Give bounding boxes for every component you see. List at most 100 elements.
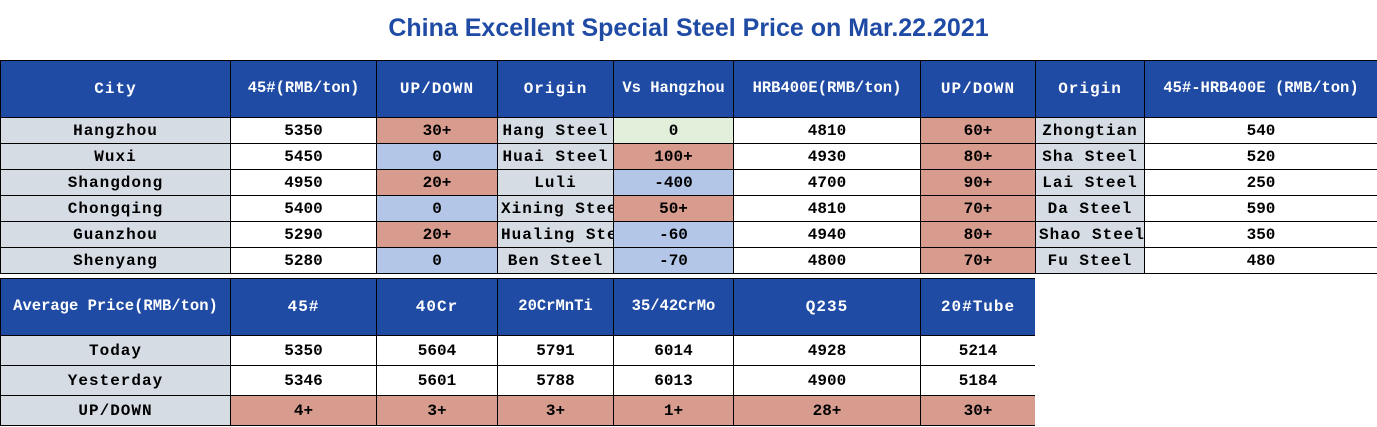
cell-avg-value[interactable]: 5601 — [376, 365, 498, 396]
cell-avg-value[interactable]: 5604 — [376, 335, 498, 366]
cell-updown-45[interactable]: 0 — [376, 195, 498, 222]
col-header-grade-40cr[interactable]: 40Cr — [376, 278, 498, 336]
cell-origin-hrb[interactable]: Lai Steel — [1035, 169, 1145, 196]
cell-diff[interactable]: 540 — [1144, 117, 1377, 144]
cell-vs-hangzhou[interactable]: 50+ — [613, 195, 734, 222]
cell-avg-value[interactable]: 5214 — [920, 335, 1036, 366]
col-header-origin-45[interactable]: Origin — [497, 60, 614, 118]
cell-avg-label[interactable]: Today — [0, 335, 231, 366]
cell-price-hrb[interactable]: 4810 — [733, 117, 921, 144]
col-header-grade-3542crmo[interactable]: 35/42CrMo — [613, 278, 734, 336]
cell-origin-hrb[interactable]: Sha Steel — [1035, 143, 1145, 170]
average-table-header-row: Average Price(RMB/ton) 45# 40Cr 20CrMnTi… — [0, 278, 1036, 336]
cell-updown-hrb[interactable]: 70+ — [920, 195, 1036, 222]
cell-origin-45[interactable]: Hualing Steel — [497, 221, 614, 248]
cell-origin-45[interactable]: Hang Steel — [497, 117, 614, 144]
cell-avg-updown[interactable]: 30+ — [920, 395, 1036, 426]
cell-diff[interactable]: 480 — [1144, 247, 1377, 274]
cell-updown-hrb[interactable]: 80+ — [920, 143, 1036, 170]
cell-avg-value[interactable]: 5788 — [497, 365, 614, 396]
cell-price-45[interactable]: 5350 — [230, 117, 377, 144]
cell-avg-updown[interactable]: 1+ — [613, 395, 734, 426]
cell-price-45[interactable]: 5400 — [230, 195, 377, 222]
cell-origin-45[interactable]: Luli — [497, 169, 614, 196]
cell-origin-hrb[interactable]: Zhongtian — [1035, 117, 1145, 144]
cell-avg-updown[interactable]: 28+ — [733, 395, 921, 426]
cell-avg-value[interactable]: 6013 — [613, 365, 734, 396]
cell-price-45[interactable]: 5280 — [230, 247, 377, 274]
col-header-grade-45[interactable]: 45# — [230, 278, 377, 336]
cell-origin-45[interactable]: Huai Steel — [497, 143, 614, 170]
cell-updown-45[interactable]: 20+ — [376, 169, 498, 196]
col-header-price-hrb400e[interactable]: HRB400E(RMB/ton) — [733, 60, 921, 118]
col-header-city[interactable]: City — [0, 60, 231, 118]
cell-origin-45[interactable]: Ben Steel — [497, 247, 614, 274]
cell-city[interactable]: Guanzhou — [0, 221, 231, 248]
col-header-updown-hrb[interactable]: UP/DOWN — [920, 60, 1036, 118]
cell-avg-updown[interactable]: 3+ — [497, 395, 614, 426]
cell-price-hrb[interactable]: 4700 — [733, 169, 921, 196]
cell-avg-value[interactable]: 5791 — [497, 335, 614, 366]
cell-diff[interactable]: 520 — [1144, 143, 1377, 170]
cell-updown-45[interactable]: 0 — [376, 247, 498, 274]
cell-avg-value[interactable]: 4928 — [733, 335, 921, 366]
cell-city[interactable]: Shenyang — [0, 247, 231, 274]
col-header-average-price[interactable]: Average Price(RMB/ton) — [0, 278, 231, 336]
cell-updown-hrb[interactable]: 80+ — [920, 221, 1036, 248]
cell-origin-45[interactable]: Xining Steel — [497, 195, 614, 222]
table-row: Today 5350 5604 5791 6014 4928 5214 — [0, 335, 1036, 366]
col-header-origin-hrb[interactable]: Origin — [1035, 60, 1145, 118]
cell-origin-hrb[interactable]: Da Steel — [1035, 195, 1145, 222]
cell-diff[interactable]: 250 — [1144, 169, 1377, 196]
cell-price-hrb[interactable]: 4810 — [733, 195, 921, 222]
cell-vs-hangzhou[interactable]: 100+ — [613, 143, 734, 170]
cell-updown-hrb[interactable]: 60+ — [920, 117, 1036, 144]
main-price-table: City 45#(RMB/ton) UP/DOWN Origin Vs Hang… — [0, 60, 1377, 274]
cell-diff[interactable]: 350 — [1144, 221, 1377, 248]
cell-avg-value[interactable]: 4900 — [733, 365, 921, 396]
col-header-grade-20tube[interactable]: 20#Tube — [920, 278, 1036, 336]
table-row: Yesterday 5346 5601 5788 6013 4900 5184 — [0, 365, 1036, 396]
col-header-updown-45[interactable]: UP/DOWN — [376, 60, 498, 118]
cell-origin-hrb[interactable]: Fu Steel — [1035, 247, 1145, 274]
cell-avg-updown[interactable]: 3+ — [376, 395, 498, 426]
cell-avg-value[interactable]: 5350 — [230, 335, 377, 366]
cell-city[interactable]: Hangzhou — [0, 117, 231, 144]
cell-avg-value[interactable]: 6014 — [613, 335, 734, 366]
cell-city[interactable]: Wuxi — [0, 143, 231, 170]
cell-avg-label[interactable]: UP/DOWN — [0, 395, 231, 426]
cell-price-45[interactable]: 5450 — [230, 143, 377, 170]
col-header-grade-20crmnti[interactable]: 20CrMnTi — [497, 278, 614, 336]
cell-updown-hrb[interactable]: 90+ — [920, 169, 1036, 196]
cell-avg-value[interactable]: 5346 — [230, 365, 377, 396]
col-header-diff-45-hrb[interactable]: 45#-HRB400E (RMB/ton) — [1144, 60, 1377, 118]
cell-avg-updown[interactable]: 4+ — [230, 395, 377, 426]
col-header-grade-q235[interactable]: Q235 — [733, 278, 921, 336]
cell-updown-45[interactable]: 30+ — [376, 117, 498, 144]
average-price-table: Average Price(RMB/ton) 45# 40Cr 20CrMnTi… — [0, 278, 1036, 426]
cell-city[interactable]: Shangdong — [0, 169, 231, 196]
cell-vs-hangzhou[interactable]: -60 — [613, 221, 734, 248]
col-header-price-45[interactable]: 45#(RMB/ton) — [230, 60, 377, 118]
cell-vs-hangzhou[interactable]: 0 — [613, 117, 734, 144]
table-row: Shenyang 5280 0 Ben Steel -70 4800 70+ F… — [0, 247, 1377, 274]
cell-updown-45[interactable]: 20+ — [376, 221, 498, 248]
cell-vs-hangzhou[interactable]: -70 — [613, 247, 734, 274]
cell-price-45[interactable]: 5290 — [230, 221, 377, 248]
cell-updown-45[interactable]: 0 — [376, 143, 498, 170]
cell-price-hrb[interactable]: 4940 — [733, 221, 921, 248]
cell-price-45[interactable]: 4950 — [230, 169, 377, 196]
cell-vs-hangzhou[interactable]: -400 — [613, 169, 734, 196]
main-table-header-row: City 45#(RMB/ton) UP/DOWN Origin Vs Hang… — [0, 60, 1377, 118]
cell-avg-value[interactable]: 5184 — [920, 365, 1036, 396]
cell-updown-hrb[interactable]: 70+ — [920, 247, 1036, 274]
cell-price-hrb[interactable]: 4800 — [733, 247, 921, 274]
cell-diff[interactable]: 590 — [1144, 195, 1377, 222]
cell-avg-label[interactable]: Yesterday — [0, 365, 231, 396]
table-row: Wuxi 5450 0 Huai Steel 100+ 4930 80+ Sha… — [0, 143, 1377, 170]
cell-price-hrb[interactable]: 4930 — [733, 143, 921, 170]
table-row: Shangdong 4950 20+ Luli -400 4700 90+ La… — [0, 169, 1377, 196]
cell-city[interactable]: Chongqing — [0, 195, 231, 222]
cell-origin-hrb[interactable]: Shao Steel — [1035, 221, 1145, 248]
col-header-vs-hangzhou[interactable]: Vs Hangzhou — [613, 60, 734, 118]
